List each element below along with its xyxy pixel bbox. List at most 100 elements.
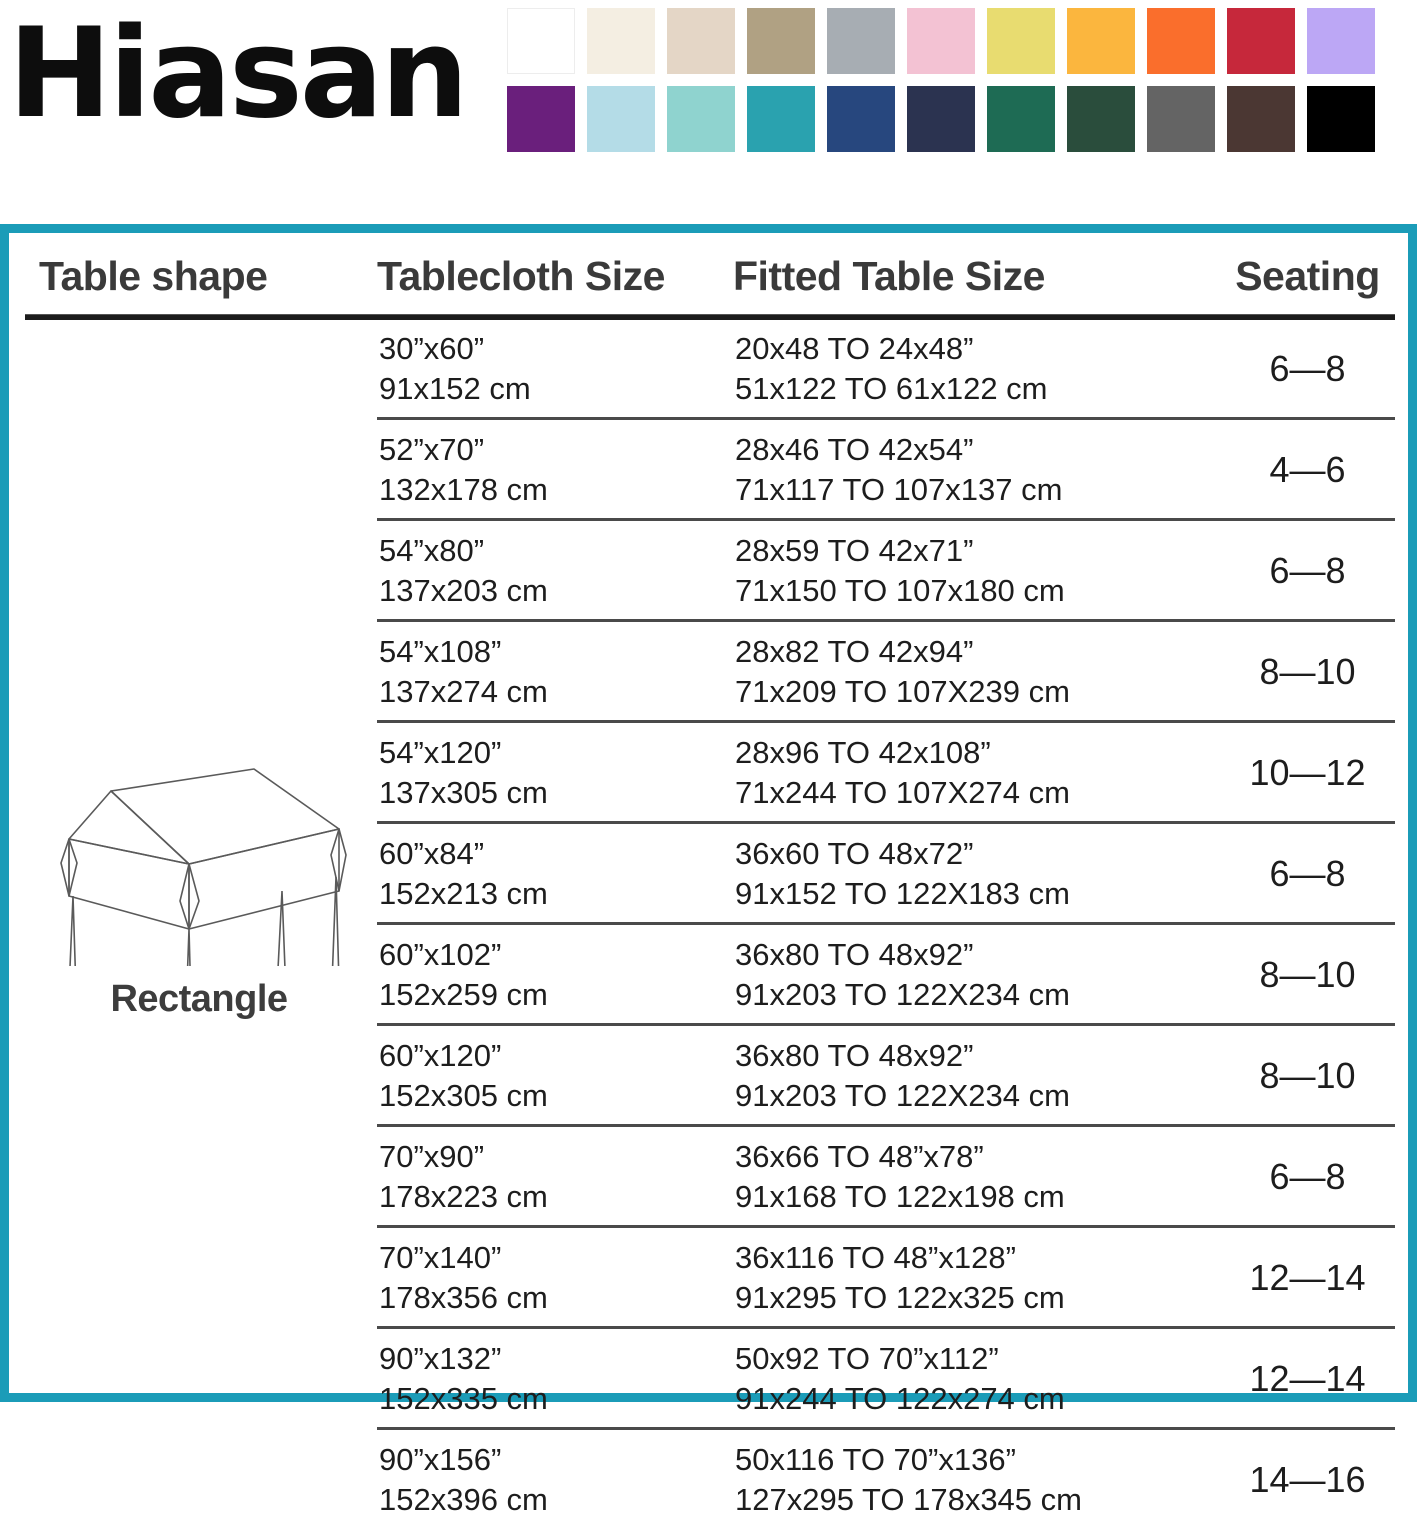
color-swatch-aqua[interactable]	[667, 86, 735, 152]
cell-fitted-table-size-inches: 28x46 TO 42x54”	[735, 432, 974, 467]
cell-fitted-table-size: 50x92 TO 70”x112” 91x244 TO 122x274 cm	[733, 1331, 1220, 1427]
cell-tablecloth-size-cm: 137x305 cm	[379, 775, 548, 810]
cell-tablecloth-size: 70”x140” 178x356 cm	[377, 1230, 733, 1326]
cell-tablecloth-size-inches: 90”x156”	[379, 1442, 502, 1477]
color-swatch-red[interactable]	[1227, 8, 1295, 74]
table-row: 52”x70” 132x178 cm 28x46 TO 42x54” 71x117 T…	[25, 422, 1395, 518]
table-row: Rectangle 30”x60” 91x152 cm 20x48 TO 24x48”…	[25, 321, 1395, 1020]
cell-fitted-table-size: 28x96 TO 42x108” 71x244 TO 107X274 cm	[733, 725, 1220, 821]
color-swatch-emerald[interactable]	[987, 86, 1055, 152]
cell-seating: 4—6	[1269, 449, 1346, 490]
cell-fitted-table-size-inches: 36x80 TO 48x92”	[735, 937, 974, 972]
color-swatch-yellow[interactable]	[987, 8, 1055, 74]
color-swatch-orange[interactable]	[1147, 8, 1215, 74]
cell-fitted-table-size-inches: 50x116 TO 70”x136”	[735, 1442, 1016, 1477]
cell-fitted-table-size: 28x82 TO 42x94” 71x209 TO 107X239 cm	[733, 624, 1220, 720]
cell-fitted-table-size: 28x59 TO 42x71” 71x150 TO 107x180 cm	[733, 523, 1220, 619]
cell-seating: 12—14	[1249, 1358, 1366, 1399]
row-separator	[25, 518, 1395, 523]
cell-tablecloth-size-cm: 152x396 cm	[379, 1482, 548, 1517]
color-swatch-dark-brown[interactable]	[1227, 86, 1295, 152]
color-swatch-dark-green[interactable]	[1067, 86, 1135, 152]
column-header-seating: Seating	[1235, 253, 1380, 299]
cell-tablecloth-size-cm: 178x356 cm	[379, 1280, 548, 1315]
cell-tablecloth-size-cm: 152x305 cm	[379, 1078, 548, 1113]
rectangle-table-illustration	[60, 768, 347, 966]
color-swatch-gray[interactable]	[827, 8, 895, 74]
color-swatch-black[interactable]	[1307, 86, 1375, 152]
color-swatch-white[interactable]	[507, 8, 575, 74]
cell-tablecloth-size: 54”x80” 137x203 cm	[377, 523, 733, 619]
cell-fitted-table-size: 36x80 TO 48x92” 91x203 TO 122X234 cm	[733, 1028, 1220, 1124]
cell-fitted-table-size-inches: 50x92 TO 70”x112”	[735, 1341, 999, 1376]
cell-tablecloth-size: 30”x60” 91x152 cm	[377, 321, 733, 417]
cell-fitted-table-size-cm: 91x295 TO 122x325 cm	[735, 1280, 1065, 1315]
color-swatch-navy[interactable]	[907, 86, 975, 152]
row-separator	[25, 922, 1395, 927]
table-row: 60”x102” 152x259 cm 36x80 TO 48x92” 91x203 …	[25, 927, 1395, 1023]
cell-tablecloth-size-cm: 132x178 cm	[379, 472, 548, 507]
cell-tablecloth-size-cm: 152x335 cm	[379, 1381, 548, 1416]
header-rule	[25, 314, 1395, 321]
cell-tablecloth-size: 54”x108” 137x274 cm	[377, 624, 733, 720]
table-row: 54”x108” 137x274 cm 28x82 TO 42x94” 71x209 …	[25, 624, 1395, 720]
brand-logo: Hiasan	[8, 2, 469, 146]
cell-tablecloth-size-inches: 54”x120”	[379, 735, 502, 770]
row-separator	[25, 1225, 1395, 1230]
color-swatch-teal[interactable]	[747, 86, 815, 152]
cell-fitted-table-size-cm: 91x152 TO 122X183 cm	[735, 876, 1070, 911]
cell-tablecloth-size-cm: 137x203 cm	[379, 573, 548, 608]
table-row: 54”x80” 137x203 cm 28x59 TO 42x71” 71x150 T…	[25, 523, 1395, 619]
cell-fitted-table-size-inches: 36x80 TO 48x92”	[735, 1038, 974, 1073]
cell-seating: 12—14	[1249, 1257, 1366, 1298]
table-row: 70”x90” 178x223 cm 36x66 TO 48”x78” 91x168 …	[25, 1129, 1395, 1225]
cell-fitted-table-size-cm: 91x244 TO 122x274 cm	[735, 1381, 1065, 1416]
color-swatch-amber[interactable]	[1067, 8, 1135, 74]
color-swatch-light-blue[interactable]	[587, 86, 655, 152]
cell-fitted-table-size-inches: 28x82 TO 42x94”	[735, 634, 974, 669]
cell-fitted-table-size-cm: 91x203 TO 122X234 cm	[735, 977, 1070, 1012]
cell-fitted-table-size-cm: 71x117 TO 107x137 cm	[735, 472, 1063, 507]
cell-tablecloth-size-cm: 137x274 cm	[379, 674, 548, 709]
table-header-row: Table shape Tablecloth Size Fitted Table…	[25, 247, 1395, 314]
cell-fitted-table-size: 36x116 TO 48”x128” 91x295 TO 122x325 cm	[733, 1230, 1220, 1326]
cell-fitted-table-size-cm: 51x122 TO 61x122 cm	[735, 371, 1048, 406]
cell-tablecloth-size: 60”x84” 152x213 cm	[377, 826, 733, 922]
column-header-fitted-table-size: Fitted Table Size	[733, 253, 1045, 299]
cell-tablecloth-size-cm: 91x152 cm	[379, 371, 531, 406]
cell-fitted-table-size-cm: 71x150 TO 107x180 cm	[735, 573, 1065, 608]
cell-seating: 6—8	[1269, 348, 1346, 389]
cell-tablecloth-size: 90”x132” 152x335 cm	[377, 1331, 733, 1427]
color-swatch-purple[interactable]	[507, 86, 575, 152]
color-swatch-ivory[interactable]	[587, 8, 655, 74]
color-swatch-blue[interactable]	[827, 86, 895, 152]
cell-tablecloth-size-inches: 30”x60”	[379, 331, 485, 366]
cell-fitted-table-size-inches: 36x60 TO 48x72”	[735, 836, 974, 871]
cell-tablecloth-size-inches: 90”x132”	[379, 1341, 502, 1376]
cell-fitted-table-size-inches: 36x66 TO 48”x78”	[735, 1139, 984, 1174]
cell-seating: 6—8	[1269, 853, 1346, 894]
cell-fitted-table-size-cm: 91x168 TO 122x198 cm	[735, 1179, 1065, 1214]
cell-fitted-table-size: 36x66 TO 48”x78” 91x168 TO 122x198 cm	[733, 1129, 1220, 1225]
column-header-table-shape: Table shape	[39, 253, 268, 299]
color-swatch-taupe[interactable]	[747, 8, 815, 74]
cell-seating: 10—12	[1249, 752, 1366, 793]
color-swatch-charcoal[interactable]	[1147, 86, 1215, 152]
cell-fitted-table-size-cm: 127x295 TO 178x345 cm	[735, 1482, 1082, 1517]
shape-label: Rectangle	[110, 978, 288, 1020]
size-chart-table: Table shape Tablecloth Size Fitted Table…	[25, 247, 1395, 1533]
row-separator	[25, 619, 1395, 624]
cell-seating: 6—8	[1269, 1156, 1346, 1197]
color-swatch-lavender[interactable]	[1307, 8, 1375, 74]
cell-tablecloth-size-inches: 60”x120”	[379, 1038, 502, 1073]
cell-fitted-table-size: 28x46 TO 42x54” 71x117 TO 107x137 cm	[733, 422, 1220, 518]
color-swatch-beige[interactable]	[667, 8, 735, 74]
cell-seating: 8—10	[1259, 954, 1356, 995]
cell-fitted-table-size-cm: 91x203 TO 122X234 cm	[735, 1078, 1070, 1113]
cell-tablecloth-size-cm: 152x259 cm	[379, 977, 548, 1012]
color-swatch-pink[interactable]	[907, 8, 975, 74]
cell-seating: 8—10	[1259, 651, 1356, 692]
table-row: 54”x120” 137x305 cm 28x96 TO 42x108” 71x244…	[25, 725, 1395, 821]
cell-tablecloth-size-cm: 152x213 cm	[379, 876, 548, 911]
row-separator	[25, 1023, 1395, 1028]
